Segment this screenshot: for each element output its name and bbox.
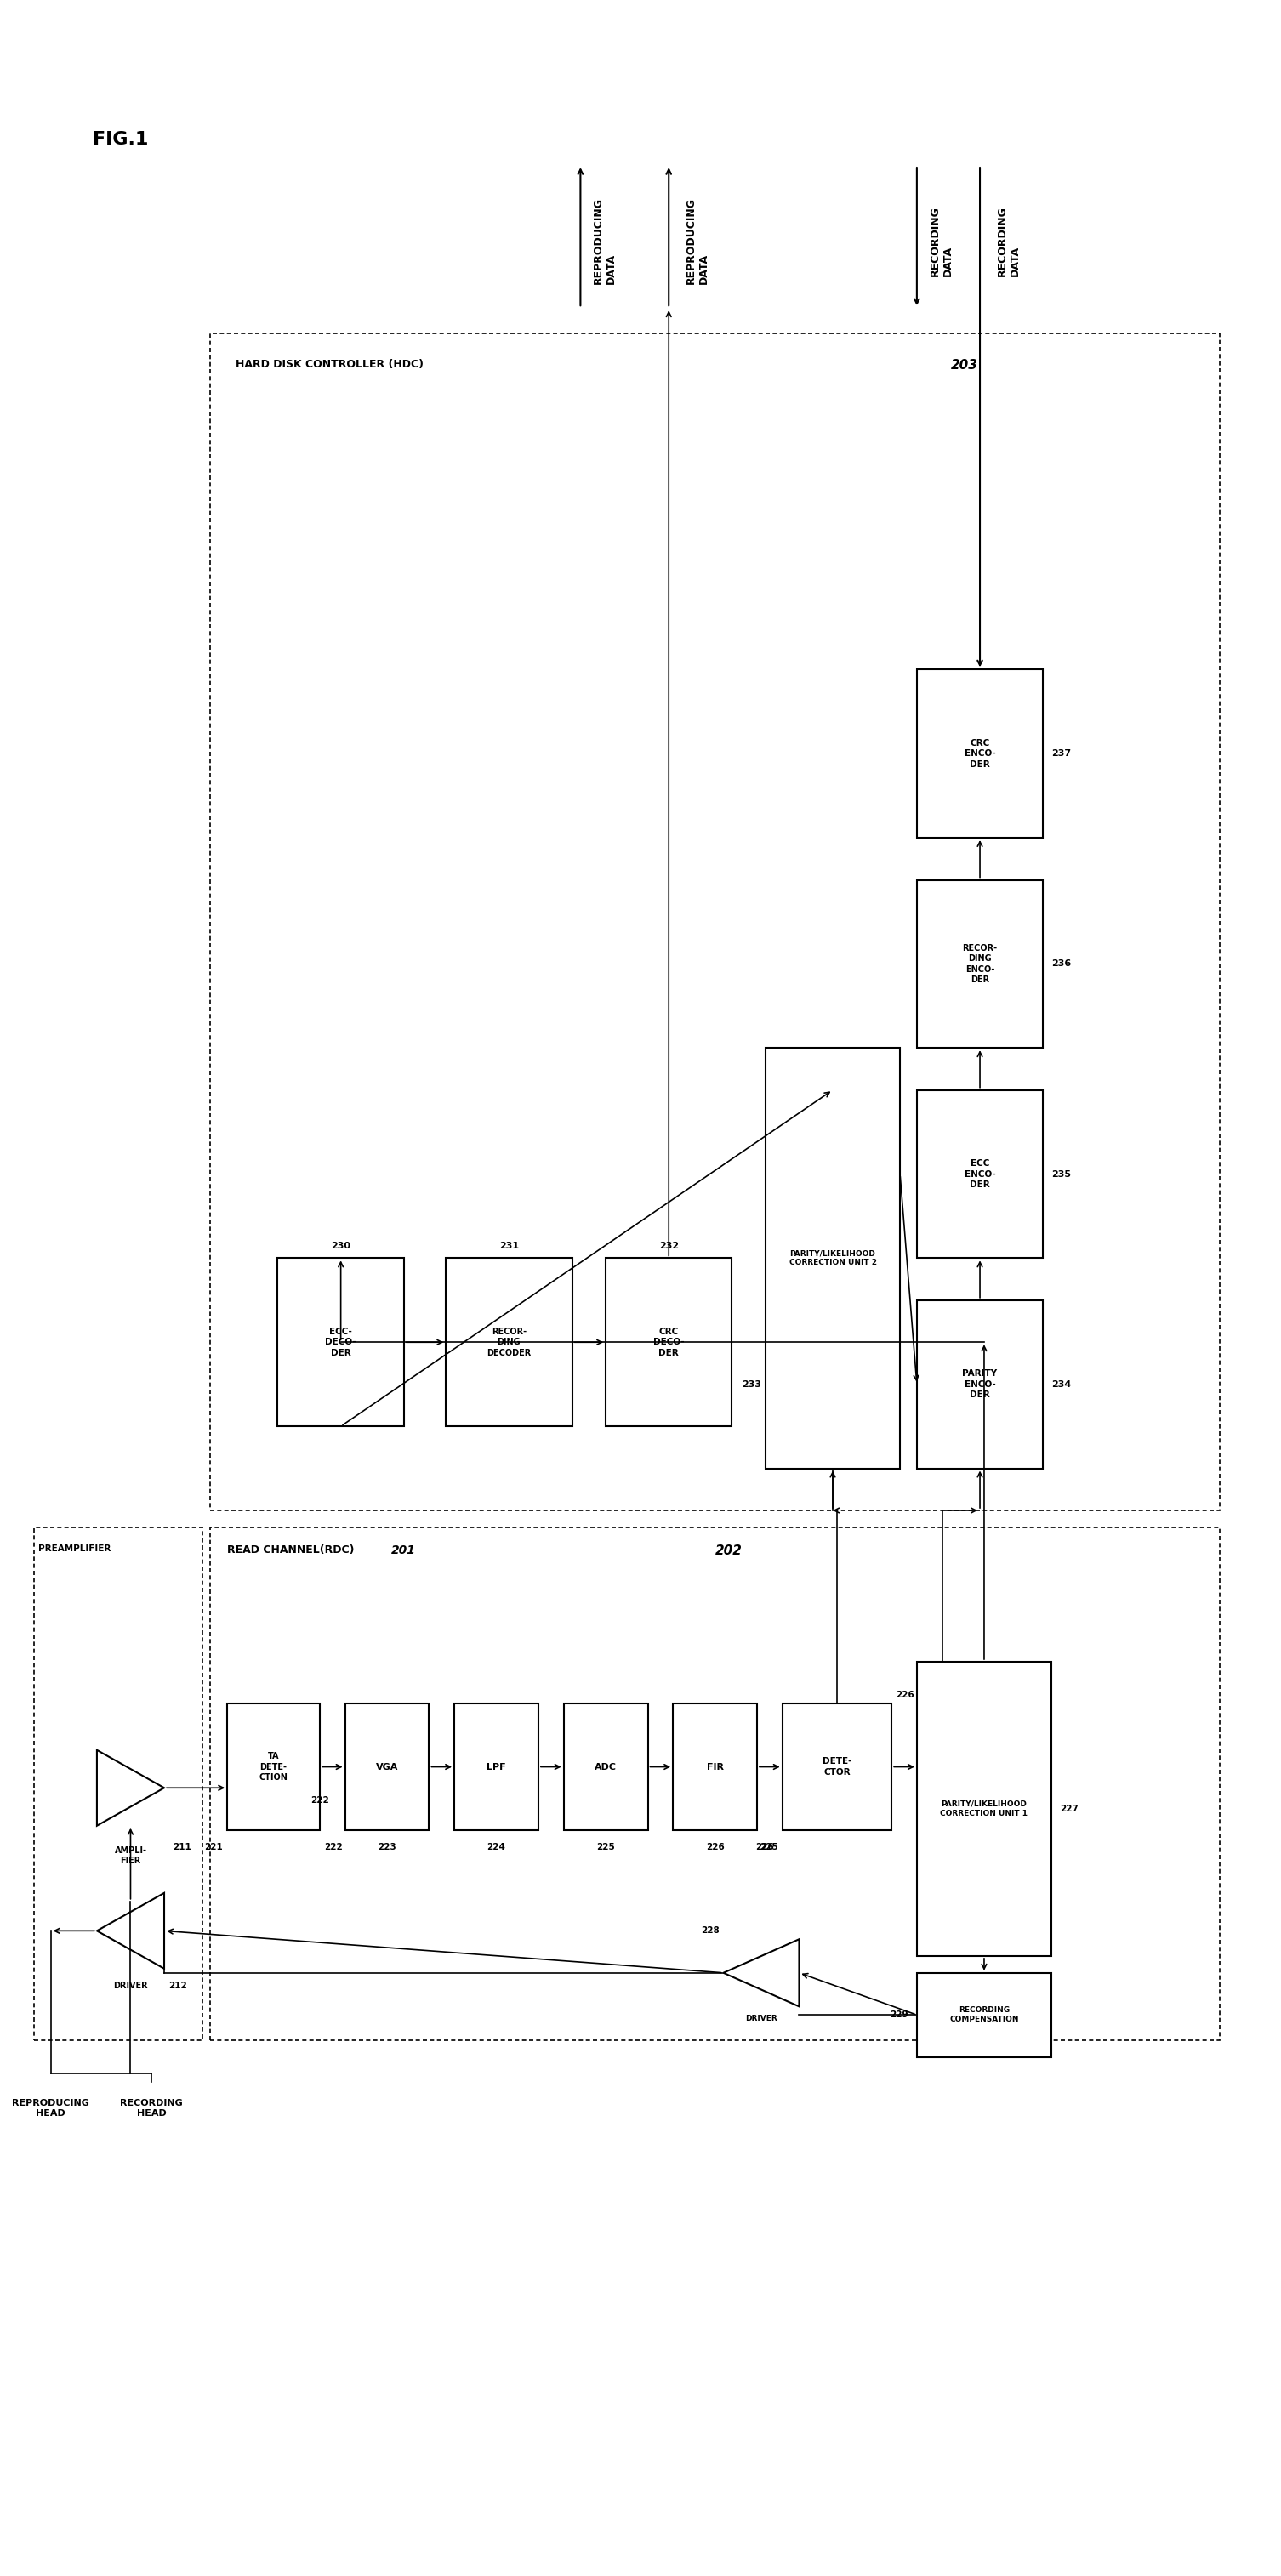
- Text: 203: 203: [951, 358, 977, 371]
- Text: DRIVER: DRIVER: [746, 2014, 778, 2022]
- Text: LPF: LPF: [487, 1762, 506, 1772]
- FancyBboxPatch shape: [673, 1703, 757, 1829]
- Text: 232: 232: [658, 1242, 679, 1249]
- Text: PARITY/LIKELIHOOD
CORRECTION UNIT 2: PARITY/LIKELIHOOD CORRECTION UNIT 2: [789, 1249, 876, 1267]
- Text: 221: 221: [205, 1842, 223, 1852]
- Text: 223: 223: [378, 1842, 396, 1852]
- Text: 222: 222: [310, 1795, 329, 1806]
- Text: ADC: ADC: [594, 1762, 616, 1772]
- Text: 227: 227: [1059, 1806, 1079, 1814]
- FancyBboxPatch shape: [917, 1973, 1052, 2056]
- Text: PARITY
ENCO-
DER: PARITY ENCO- DER: [962, 1370, 998, 1399]
- Text: CRC
ENCO-
DER: CRC ENCO- DER: [965, 739, 995, 768]
- Text: 234: 234: [1052, 1381, 1071, 1388]
- Text: PARITY/LIKELIHOOD
CORRECTION UNIT 1: PARITY/LIKELIHOOD CORRECTION UNIT 1: [940, 1801, 1027, 1819]
- Text: FIR: FIR: [707, 1762, 724, 1772]
- Text: 231: 231: [500, 1242, 519, 1249]
- Text: 225: 225: [760, 1842, 778, 1852]
- FancyBboxPatch shape: [783, 1703, 892, 1829]
- Text: 230: 230: [330, 1242, 351, 1249]
- Text: CRC
DECO-
DER: CRC DECO- DER: [653, 1327, 684, 1358]
- Text: ECC-
DECO-
DER: ECC- DECO- DER: [325, 1327, 356, 1358]
- Text: VGA: VGA: [375, 1762, 398, 1772]
- FancyBboxPatch shape: [606, 1257, 731, 1427]
- FancyBboxPatch shape: [446, 1257, 573, 1427]
- FancyBboxPatch shape: [455, 1703, 538, 1829]
- Text: READ CHANNEL(RDC): READ CHANNEL(RDC): [227, 1543, 355, 1556]
- FancyBboxPatch shape: [564, 1703, 648, 1829]
- Text: FIG.1: FIG.1: [92, 131, 149, 149]
- Text: RECOR-
DING
DECODER: RECOR- DING DECODER: [487, 1327, 532, 1358]
- Text: 224: 224: [487, 1842, 506, 1852]
- FancyBboxPatch shape: [917, 1301, 1043, 1468]
- Text: 226: 226: [706, 1842, 724, 1852]
- Text: 225: 225: [597, 1842, 615, 1852]
- FancyBboxPatch shape: [917, 670, 1043, 837]
- Text: 233: 233: [742, 1381, 761, 1388]
- Text: REPRODUCING
HEAD: REPRODUCING HEAD: [12, 2099, 90, 2117]
- Text: 226: 226: [895, 1690, 915, 1700]
- Text: RECORDING
DATA: RECORDING DATA: [997, 206, 1021, 276]
- Text: TA
DETE-
CTION: TA DETE- CTION: [259, 1752, 288, 1783]
- FancyBboxPatch shape: [917, 1662, 1052, 1955]
- Text: 202: 202: [715, 1543, 742, 1556]
- Text: AMPLI-
FIER: AMPLI- FIER: [114, 1847, 147, 1865]
- Text: 212: 212: [168, 1981, 187, 1989]
- Text: 211: 211: [173, 1842, 191, 1852]
- Text: ECC
ENCO-
DER: ECC ENCO- DER: [965, 1159, 995, 1190]
- FancyBboxPatch shape: [278, 1257, 404, 1427]
- Text: 226: 226: [756, 1842, 774, 1852]
- Text: 237: 237: [1052, 750, 1071, 757]
- Text: 229: 229: [890, 2012, 908, 2020]
- FancyBboxPatch shape: [917, 881, 1043, 1048]
- Text: DETE-
CTOR: DETE- CTOR: [822, 1757, 852, 1777]
- FancyBboxPatch shape: [917, 1090, 1043, 1257]
- FancyBboxPatch shape: [766, 1048, 901, 1468]
- Text: HARD DISK CONTROLLER (HDC): HARD DISK CONTROLLER (HDC): [236, 358, 428, 368]
- Text: RECORDING
DATA: RECORDING DATA: [930, 206, 953, 276]
- Text: PREAMPLIFIER: PREAMPLIFIER: [38, 1543, 110, 1553]
- Text: 235: 235: [1052, 1170, 1071, 1177]
- FancyBboxPatch shape: [345, 1703, 429, 1829]
- Text: REPRODUCING
DATA: REPRODUCING DATA: [593, 198, 617, 283]
- FancyBboxPatch shape: [227, 1703, 320, 1829]
- Text: 222: 222: [324, 1842, 342, 1852]
- Text: 236: 236: [1052, 961, 1071, 969]
- Text: RECOR-
DING
ENCO-
DER: RECOR- DING ENCO- DER: [962, 943, 998, 984]
- Text: 201: 201: [391, 1543, 416, 1556]
- Text: REPRODUCING
DATA: REPRODUCING DATA: [685, 198, 710, 283]
- Text: 228: 228: [701, 1927, 719, 1935]
- Text: DRIVER: DRIVER: [113, 1981, 147, 1989]
- Text: RECORDING
COMPENSATION: RECORDING COMPENSATION: [949, 2007, 1018, 2022]
- Text: RECORDING
HEAD: RECORDING HEAD: [120, 2099, 183, 2117]
